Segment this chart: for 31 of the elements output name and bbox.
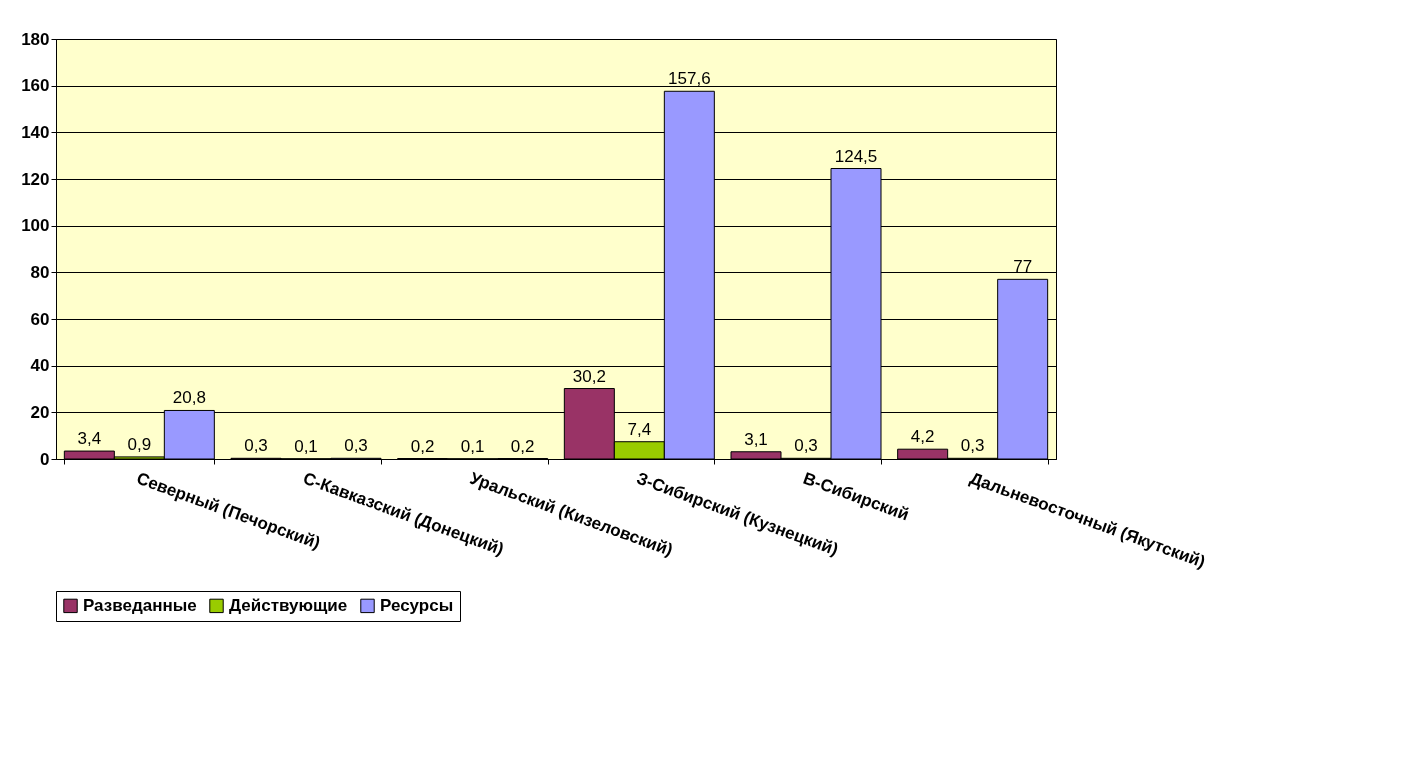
y-tick-label: 40 [30, 356, 50, 376]
y-tick-label: 80 [30, 262, 50, 282]
data-label: 0,1 [460, 436, 485, 456]
data-label: 0,3 [960, 436, 985, 456]
data-label: 7,4 [627, 419, 652, 439]
data-label: 77 [1013, 257, 1033, 277]
y-tick-label: 160 [21, 76, 50, 96]
data-label: 0,2 [510, 436, 535, 456]
data-label: 124,5 [834, 146, 878, 166]
data-label: 0,3 [794, 436, 818, 456]
data-label: 3,4 [77, 429, 102, 449]
y-tick-label: 180 [21, 29, 50, 49]
y-tick-label: 140 [21, 122, 50, 142]
y-tick-label: 120 [21, 169, 50, 189]
data-label: 0,3 [244, 436, 268, 456]
data-label: 0,1 [294, 436, 318, 456]
data-label: 3,1 [744, 429, 768, 449]
data-label: 20,8 [172, 388, 206, 408]
data-label: 0,3 [344, 436, 368, 456]
data-label: 157,6 [668, 69, 711, 89]
legend-label: Ресурсы [380, 595, 454, 615]
y-tick-label: 0 [40, 449, 50, 469]
y-tick-label: 20 [30, 402, 50, 422]
data-label: 4,2 [910, 427, 935, 447]
y-tick-label: 100 [21, 216, 50, 236]
data-label: 30,2 [572, 366, 606, 386]
legend-label: Разведанные [83, 595, 197, 615]
y-tick-label: 60 [30, 309, 50, 329]
legend-label: Действующие [229, 595, 348, 615]
data-label: 0,9 [127, 434, 152, 454]
data-label: 0,2 [410, 436, 435, 456]
